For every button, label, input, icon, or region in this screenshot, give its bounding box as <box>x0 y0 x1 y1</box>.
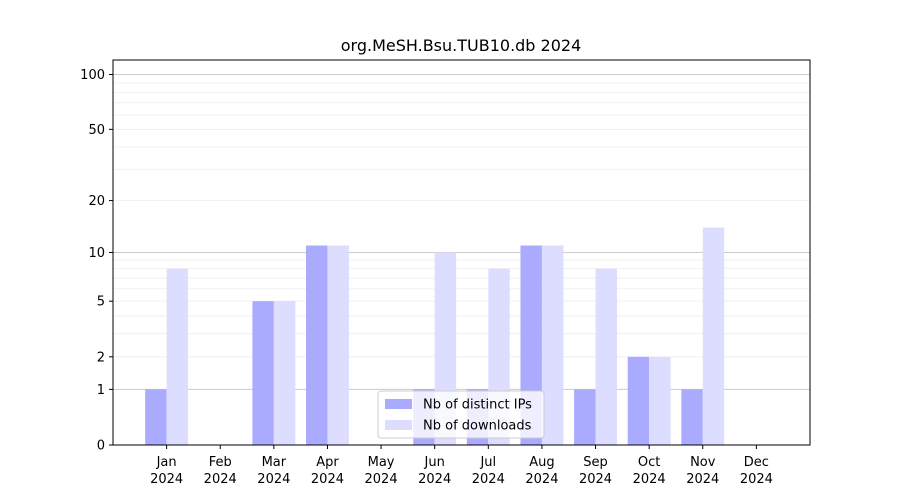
x-tick-month: Nov <box>690 455 716 470</box>
bar-downloads <box>273 301 296 445</box>
x-tick-year: 2024 <box>257 472 290 487</box>
gridlines <box>113 74 810 390</box>
legend-box <box>377 390 545 439</box>
chart-title: org.MeSH.Bsu.TUB10.db 2024 <box>341 36 582 55</box>
legend-label: Nb of distinct IPs <box>423 398 532 413</box>
x-tick-year: 2024 <box>204 472 237 487</box>
y-tick-label: 20 <box>88 194 105 209</box>
legend: Nb of distinct IPs Nb of downloads <box>377 390 545 439</box>
x-tick-month: May <box>368 455 395 470</box>
x-tick-month: Jun <box>424 455 445 470</box>
x-tick-month: Apr <box>316 455 339 470</box>
bar-distinct-ips <box>306 245 328 445</box>
y-tick-label: 50 <box>88 123 105 138</box>
x-tick-month: Sep <box>583 455 608 470</box>
x-axis: Jan 2024 Feb 2024 Mar 2024 Apr 2024 May 2024 Jun 20… <box>150 445 773 487</box>
x-tick-month: Oct <box>638 455 660 470</box>
x-tick-year: 2024 <box>525 472 558 487</box>
x-tick-month: Dec <box>744 455 769 470</box>
x-tick-year: 2024 <box>740 472 773 487</box>
x-tick-label: Sep 2024 <box>579 455 612 487</box>
bar-downloads <box>541 245 564 445</box>
x-tick-month: Mar <box>262 455 287 470</box>
x-tick-label: Jun 2024 <box>418 455 451 487</box>
x-tick-year: 2024 <box>365 472 398 487</box>
x-tick-label: Aug 2024 <box>525 455 558 487</box>
bar-distinct-ips <box>145 389 167 445</box>
legend-label: Nb of downloads <box>423 419 532 434</box>
bar-downloads <box>702 227 725 445</box>
bar-distinct-ips <box>252 301 274 445</box>
x-tick-year: 2024 <box>311 472 344 487</box>
bar-downloads <box>166 268 189 445</box>
x-tick-month: Aug <box>529 455 554 470</box>
bar-downloads <box>649 356 671 445</box>
x-tick-label: May 2024 <box>365 455 398 487</box>
x-tick-year: 2024 <box>686 472 719 487</box>
x-tick-label: Dec 2024 <box>740 455 773 487</box>
y-tick-label: 10 <box>88 246 105 261</box>
x-tick-label: Mar 2024 <box>257 455 290 487</box>
legend-swatch <box>385 420 412 430</box>
x-tick-year: 2024 <box>579 472 612 487</box>
bar-downloads <box>595 268 617 445</box>
x-tick-label: Jan 2024 <box>150 455 183 487</box>
y-axis: 0 1 2 5 10 20 50 100 <box>80 68 113 454</box>
x-tick-label: Apr 2024 <box>311 455 344 487</box>
bar-distinct-ips <box>627 356 650 445</box>
x-tick-year: 2024 <box>418 472 451 487</box>
x-tick-label: Oct 2024 <box>633 455 666 487</box>
bar-downloads <box>327 245 349 445</box>
bar-distinct-ips <box>681 389 703 445</box>
legend-swatch <box>385 399 412 409</box>
x-tick-month: Feb <box>209 455 232 470</box>
y-tick-label: 0 <box>97 439 105 454</box>
y-tick-label: 5 <box>97 295 105 310</box>
y-tick-label: 2 <box>97 350 105 365</box>
x-tick-label: Feb 2024 <box>204 455 237 487</box>
x-tick-year: 2024 <box>150 472 183 487</box>
y-tick-label: 100 <box>80 68 105 83</box>
x-tick-label: Nov 2024 <box>686 455 719 487</box>
y-tick-label: 1 <box>97 383 105 398</box>
x-tick-year: 2024 <box>633 472 666 487</box>
x-tick-year: 2024 <box>472 472 505 487</box>
x-tick-month: Jul <box>479 455 496 470</box>
x-tick-month: Jan <box>156 455 177 470</box>
bar-distinct-ips <box>574 389 596 445</box>
x-tick-label: Jul 2024 <box>472 455 505 487</box>
